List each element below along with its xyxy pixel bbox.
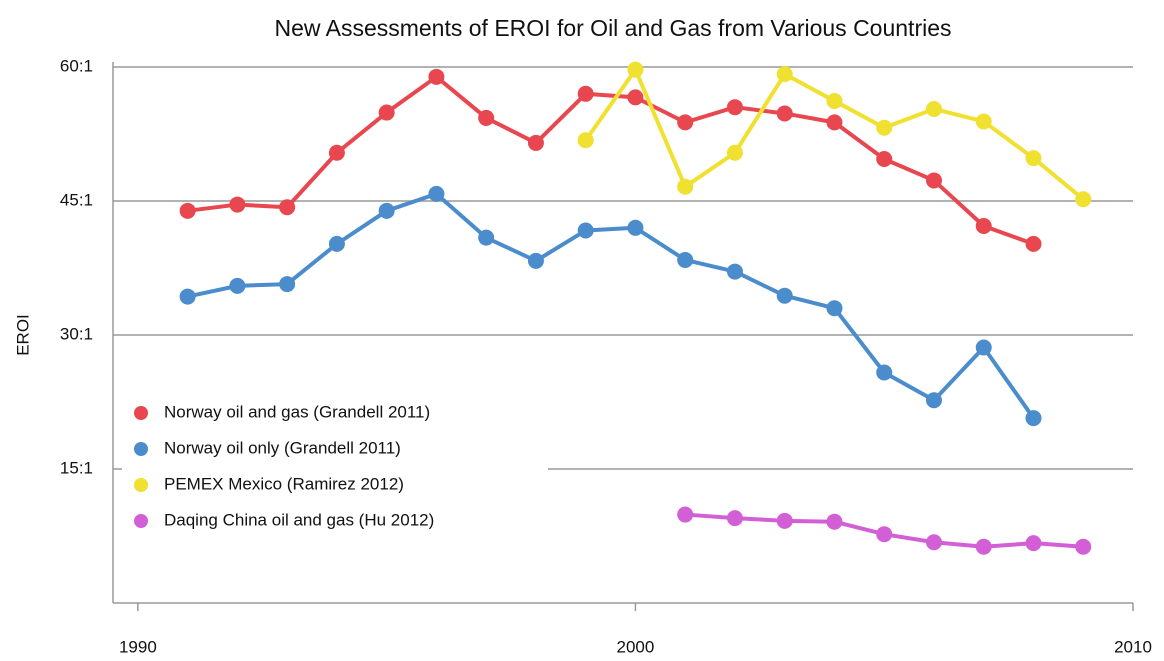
legend-label: Norway oil and gas (Grandell 2011) [164,402,430,421]
data-point [229,196,246,213]
data-point [776,66,793,83]
legend-marker [134,406,148,420]
data-point [975,218,992,235]
data-point [1025,535,1042,552]
data-point [876,151,893,168]
data-point [527,252,544,269]
data-point [776,105,793,122]
data-point [328,144,345,161]
data-point [677,251,694,268]
y-tick-label: 30:1 [60,324,93,343]
data-point [328,235,345,252]
data-point [876,364,893,381]
legend-marker [134,442,148,456]
y-tick-label: 45:1 [60,190,93,209]
data-point [577,85,594,102]
data-point [925,172,942,189]
data-point [876,526,893,543]
legend-label: Norway oil only (Grandell 2011) [164,438,401,457]
series-line [187,74,1035,246]
data-point [826,92,843,109]
data-point [577,132,594,149]
data-point [577,222,594,239]
data-point [478,229,495,246]
data-point [378,104,395,121]
data-point [726,263,743,280]
data-point [826,300,843,317]
data-point [229,277,246,294]
legend-box [122,395,548,543]
data-point [975,538,992,555]
y-tick-label: 60:1 [60,56,93,75]
data-point [925,100,942,117]
data-point [826,114,843,131]
data-point [975,113,992,130]
legend-marker [134,514,148,528]
chart-title: New Assessments of EROI for Oil and Gas … [274,15,951,41]
data-point [776,512,793,529]
data-point [428,185,445,202]
data-point [527,134,544,151]
data-point [925,392,942,409]
data-point [179,202,196,219]
data-point [726,99,743,116]
data-point [378,202,395,219]
data-point [279,276,296,293]
series-line [584,67,1085,201]
data-point [677,506,694,523]
data-point [1025,410,1042,427]
data-point [279,199,296,216]
data-point [478,109,495,126]
data-point [627,89,644,106]
series-line [187,191,1036,420]
x-tick-label: 1990 [119,637,157,656]
data-point [627,61,644,78]
data-point [876,119,893,136]
x-tick-label: 2000 [617,637,655,656]
data-point [1075,538,1092,555]
data-point [776,287,793,304]
legend-label: PEMEX Mexico (Ramirez 2012) [164,474,404,493]
data-point [179,288,196,305]
data-point [677,114,694,131]
legend-marker [134,478,148,492]
legend-label: Daqing China oil and gas (Hu 2012) [164,510,434,529]
data-point [726,144,743,161]
data-point [428,68,445,85]
y-tick-label: 15:1 [60,458,93,477]
data-point [1025,235,1042,252]
data-point [1025,150,1042,167]
data-point [826,513,843,530]
data-point [925,534,942,551]
data-point [975,339,992,356]
data-point [726,510,743,527]
y-axis-label: EROI [13,314,32,356]
x-tick-label: 2010 [1114,637,1152,656]
data-point [677,178,694,195]
data-point [1075,191,1092,208]
data-point [627,219,644,236]
